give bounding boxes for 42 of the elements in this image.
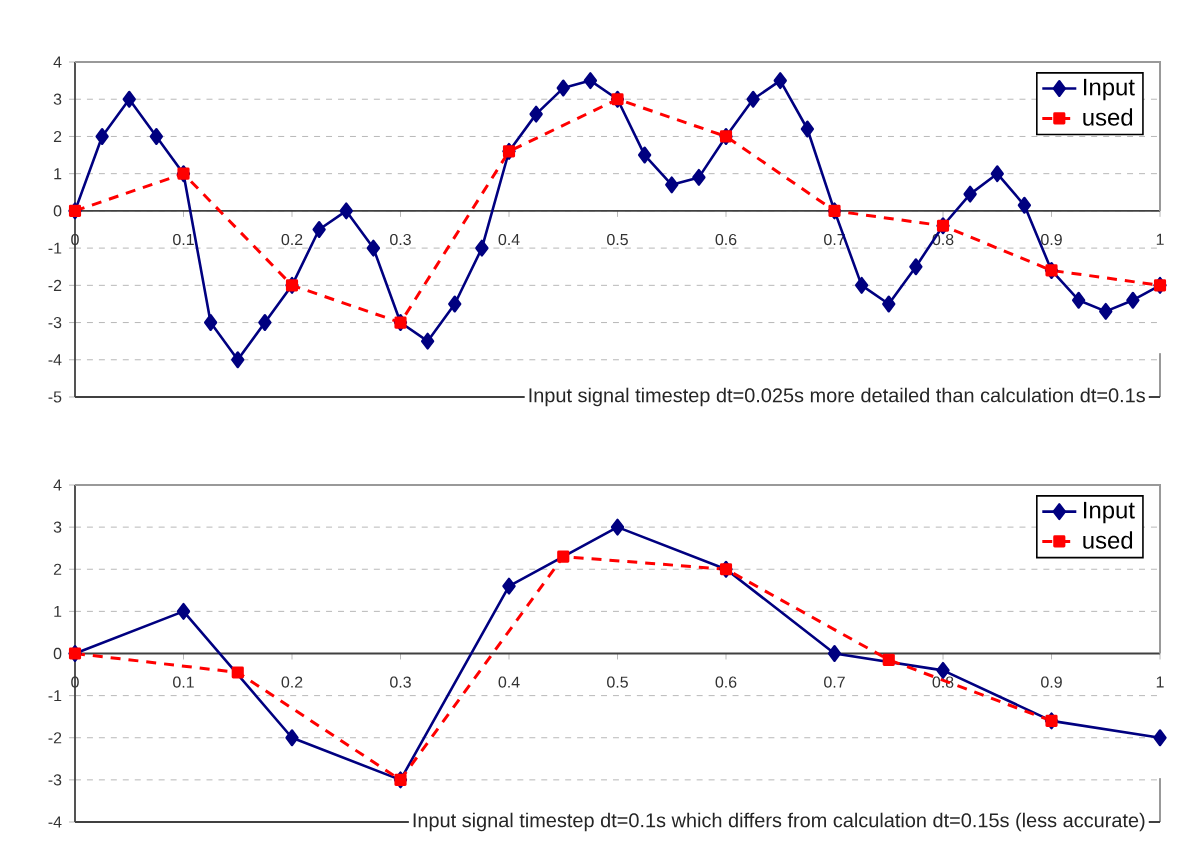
x-tick-label: 0.4: [498, 233, 520, 246]
x-tick-label: 0.5: [607, 676, 628, 688]
x-tick-label: 0.9: [1041, 233, 1062, 246]
x-tick-label: 0.3: [390, 676, 411, 688]
y-tick-label: 2: [53, 130, 62, 143]
x-tick-label: 0.1: [173, 676, 194, 688]
x-tick-label: 0.6: [715, 233, 737, 246]
legend-label: Input: [1084, 78, 1135, 101]
x-tick-label: 0.7: [824, 676, 845, 688]
y-tick-label: 3: [53, 93, 62, 105]
y-tick-label: 2: [53, 563, 62, 575]
y-tick-label: -4: [48, 354, 62, 366]
y-tick-label: 4: [53, 479, 62, 491]
x-tick-label: 0.2: [281, 233, 303, 246]
x-tick-label: 0.2: [281, 676, 303, 688]
y-tick-label: -1: [48, 690, 62, 702]
annotation: Input signal timestep dt=0.025s more detailed than calculation dt=0.1s: [529, 387, 1145, 407]
y-tick-label: 1: [54, 168, 62, 180]
y-tick-label: -1: [48, 242, 62, 254]
x-tick-label: 0.6: [715, 676, 737, 688]
annotation: Input signal timestep dt=0.1s which differs from calculation dt=0.15s (less accurate): [413, 812, 1145, 832]
x-tick-label: 0.3: [390, 233, 411, 246]
x-tick-label: 0.5: [607, 233, 628, 246]
x-tick-label: 0.9: [1041, 676, 1062, 688]
legend-label: Input: [1084, 501, 1135, 524]
y-tick-label: -5: [48, 391, 62, 403]
legend-label: used: [1083, 531, 1133, 549]
y-tick-label: -2: [48, 279, 62, 291]
y-tick-label: 3: [53, 521, 62, 533]
x-tick-label: 1: [1156, 233, 1164, 245]
x-tick-label: 1: [1156, 676, 1164, 688]
x-tick-label: 0.1: [173, 233, 194, 246]
y-tick-label: -3: [48, 316, 62, 329]
y-tick-label: 0: [53, 205, 62, 217]
y-tick-label: -3: [48, 774, 62, 786]
y-tick-label: 0: [53, 647, 62, 660]
y-tick-label: 4: [53, 56, 62, 68]
y-tick-label: 1: [54, 605, 62, 617]
legend-label: used: [1083, 108, 1133, 126]
y-tick-label: -4: [48, 816, 62, 828]
x-tick-label: 0.4: [498, 676, 520, 688]
y-tick-label: -2: [48, 732, 62, 744]
